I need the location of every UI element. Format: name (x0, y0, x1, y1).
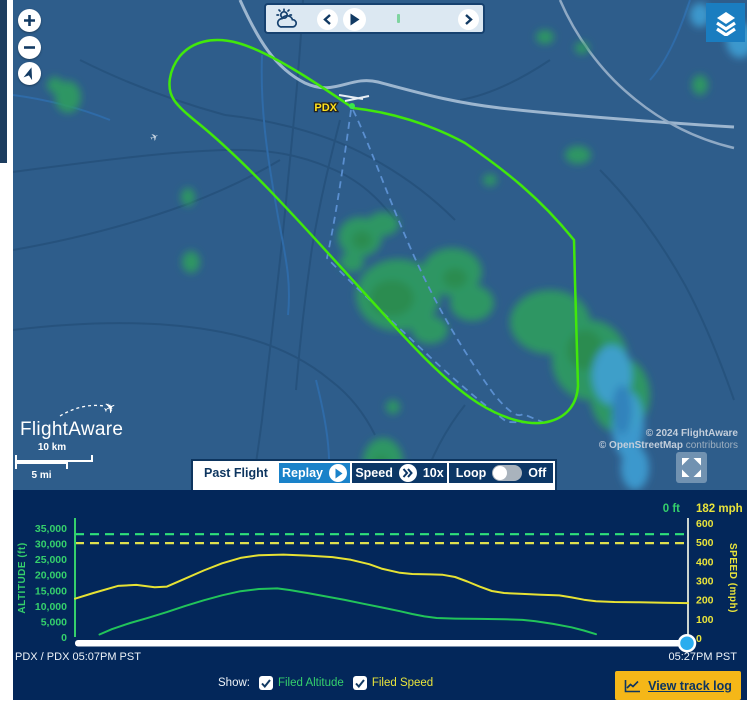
speed-tick-label: 0 (696, 633, 702, 645)
altitude-tick-label: 5,000 (41, 616, 67, 628)
attribution-line2[interactable]: © OpenStreetMap contributors (598, 440, 738, 451)
step-forward-button[interactable] (458, 9, 479, 30)
weather-timeline-bar[interactable] (264, 3, 485, 34)
filed-speed-checkbox[interactable]: Filed Speed (352, 676, 434, 690)
runway-lines (338, 94, 370, 102)
loop-state: Off (528, 466, 547, 480)
chevron-right-icon (465, 14, 473, 25)
speed-tick-label: 500 (696, 537, 714, 549)
flightaware-logo: ✈ FlightAware (20, 399, 130, 441)
pdx-label: PDX (314, 102, 337, 114)
map-canvas[interactable]: PDX ✈ (13, 0, 747, 490)
timeline-marker (397, 14, 400, 23)
layers-button[interactable] (706, 3, 745, 42)
speed-tick-label: 200 (696, 595, 714, 607)
weather-radar-layer (47, 3, 747, 490)
altitude-curve (98, 587, 597, 636)
attribution-line1: © 2024 FlightAware (645, 428, 738, 439)
checkbox-checked-icon (258, 676, 273, 690)
speed-value: 10x (422, 466, 444, 480)
departure-time-label: PDX / PDX 05:07PM PST (15, 651, 141, 663)
play-weather-button[interactable] (343, 8, 366, 31)
left-edge-strip (0, 0, 7, 163)
pdx-airport-marker: PDX (313, 94, 370, 115)
speed-tick-label: 400 (696, 556, 714, 568)
arrival-time-label: 05:27PM PST (668, 651, 737, 663)
altitude-tick-label: 20,000 (35, 570, 67, 582)
fullscreen-button[interactable] (676, 452, 707, 483)
past-flight-label: Past Flight (195, 463, 277, 483)
scale-km-label: 10 km (37, 442, 67, 453)
speed-axis-title: SPEED (mph) (727, 543, 738, 613)
layers-icon (715, 11, 736, 36)
altitude-speed-chart[interactable]: 0 5,000 10,000 15,000 20,000 25,000 30,000 35,0… (13, 490, 747, 658)
filed-altitude-checkbox[interactable]: Filed Altitude (258, 676, 344, 690)
current-speed-value: 182 mph (696, 503, 743, 515)
scale-mi-line: 5 mi (15, 462, 68, 481)
altitude-axis-title: ALTITUDE (ft) (17, 542, 28, 613)
speed-tick-label: 300 (696, 576, 714, 588)
view-track-log-button[interactable]: View track log (615, 671, 741, 700)
speed-curve (74, 553, 689, 605)
highway-lines (238, 0, 735, 150)
plus-icon (24, 15, 35, 26)
map-scalebar: 10 km 5 mi (15, 441, 93, 481)
airport-dot (349, 103, 355, 109)
fast-forward-icon (398, 464, 417, 482)
weather-icon (276, 8, 298, 28)
step-back-button[interactable] (317, 9, 338, 30)
checkbox-checked-icon (352, 676, 367, 690)
zoom-out-button[interactable] (18, 36, 41, 59)
basemap-svg: PDX ✈ (13, 0, 747, 490)
loop-control: Loop Off (449, 463, 553, 483)
altitude-tick-label: 15,000 (35, 585, 67, 597)
chart-icon (624, 679, 641, 692)
altitude-tick-label: 30,000 (35, 539, 67, 551)
compass-button[interactable] (18, 62, 41, 85)
speed-button[interactable]: Speed 10x (352, 463, 447, 483)
toggle-knob (493, 466, 508, 480)
zoom-in-button[interactable] (18, 9, 41, 32)
filed-speed-label: Filed Speed (371, 677, 434, 689)
show-label: Show: (218, 677, 250, 689)
altitude-tick-label: 25,000 (35, 554, 67, 566)
scale-km-line (15, 455, 93, 462)
current-altitude-value: 0 ft (663, 503, 680, 515)
scrubber-track[interactable] (75, 640, 692, 647)
filed-altitude-label: Filed Altitude (277, 677, 344, 689)
speed-tick-label: 100 (696, 614, 714, 626)
flight-track-path (168, 38, 580, 425)
replay-button[interactable]: Replay (279, 463, 350, 483)
chevron-left-icon (323, 14, 331, 25)
minus-icon (24, 46, 35, 49)
scale-mi-label: 5 mi (31, 470, 52, 481)
replay-control-bar: Past Flight Replay Speed 10x Loop Off (191, 459, 557, 490)
play-icon (350, 13, 360, 26)
logo-wordmark: FlightAware (20, 419, 124, 440)
map-attribution: © 2024 FlightAware © OpenStreetMap contr… (599, 428, 738, 452)
svg-text:✈: ✈ (100, 399, 119, 419)
altitude-tick-label: 35,000 (35, 523, 67, 535)
loop-toggle[interactable] (492, 465, 523, 481)
replay-play-icon (329, 464, 347, 482)
logo-plane-icon: ✈ (59, 399, 120, 419)
legend-row: Show: Filed Altitude Filed Speed (218, 676, 433, 690)
fullscreen-expand-icon (682, 458, 701, 477)
compass-arrow-icon (23, 67, 33, 81)
chart-time-labels: PDX / PDX 05:07PM PST 05:27PM PST (13, 651, 747, 666)
altitude-tick-label: 0 (61, 632, 67, 644)
flight-chart-panel: 0 5,000 10,000 15,000 20,000 25,000 30,000 35,0… (13, 490, 747, 700)
scrubber-handle[interactable] (677, 633, 697, 653)
speed-tick-label: 600 (696, 518, 714, 530)
altitude-tick-label: 10,000 (35, 601, 67, 613)
